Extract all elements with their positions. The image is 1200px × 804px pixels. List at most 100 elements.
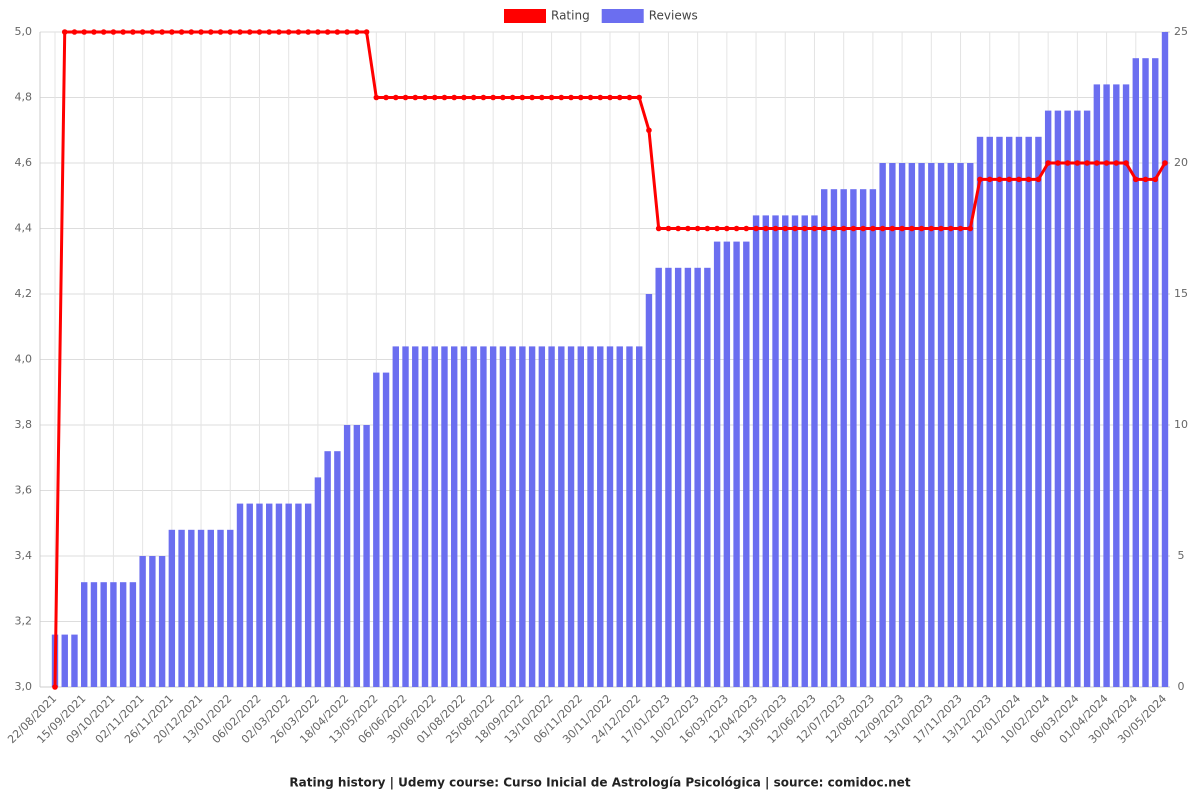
legend-swatch [601,9,644,23]
bar [558,346,565,687]
point [130,29,136,35]
point [821,225,828,232]
point [500,94,506,101]
legend-swatch [504,9,546,23]
bar [1093,84,1101,687]
point [276,29,282,35]
bar [918,163,925,687]
bar [762,215,769,687]
point [198,29,204,35]
bar [1025,136,1032,688]
bar [90,582,98,687]
bar [110,582,117,687]
point [616,94,623,101]
chart-title: Rating history | Udemy course: Curso Ini… [289,776,910,790]
point [568,94,574,101]
point [61,29,68,35]
bar [928,163,935,687]
point [1074,160,1081,166]
bar [743,241,750,687]
point [295,29,302,35]
bar [597,346,604,687]
bar [1152,58,1159,687]
point [996,176,1003,183]
bar [752,215,760,687]
bar [606,346,614,687]
point [1103,160,1110,166]
point [1113,160,1120,166]
point [1084,160,1090,166]
bar [207,529,214,687]
bar [733,241,740,687]
point [237,29,243,35]
bar [587,346,594,687]
point [558,94,565,101]
point [305,29,311,35]
point [315,29,321,35]
bar [772,215,779,687]
bar [431,346,438,687]
y-tick-label: 3,4 [15,549,33,562]
point [1162,160,1168,166]
point [733,225,740,232]
point [1025,176,1032,183]
point [967,225,974,232]
point [1123,160,1129,166]
bar [295,503,302,687]
bar [937,163,945,687]
bar [957,163,964,687]
y-tick-label: 4,4 [15,222,33,235]
bar [1035,136,1042,688]
bar [1161,32,1169,687]
bar [304,503,312,687]
point [860,225,866,232]
y-tick-label: 4,2 [15,287,33,300]
bar [655,267,662,687]
bar [850,189,857,687]
bar [1006,136,1013,688]
point [840,225,847,232]
point [548,94,555,101]
point [285,29,292,35]
point [207,29,214,35]
bar [674,267,682,687]
bar [353,425,361,687]
bar [528,346,536,687]
point [1006,176,1013,183]
bar [684,267,692,687]
bar [119,582,127,687]
point [889,225,896,232]
bar [149,556,156,687]
y-tick-label: 5,0 [15,25,33,38]
point [636,94,643,101]
bar [1054,110,1062,688]
bar [71,634,78,687]
point [685,225,691,232]
bar [158,556,166,687]
bar [324,451,331,687]
point [81,29,88,35]
point [665,225,672,232]
point [480,94,487,101]
bar [879,163,886,687]
bar [704,267,711,687]
bar [626,346,633,687]
bar [314,477,322,687]
point [957,225,964,232]
y2-tick-label: 5 [1178,549,1185,562]
bar [723,241,731,687]
bar [665,267,672,687]
bar [139,556,146,687]
bar [451,346,458,687]
y-tick-label: 3,6 [15,484,33,497]
bar [81,582,88,687]
bar [577,346,584,687]
point [879,225,886,232]
bar [616,346,623,687]
point [490,94,496,101]
point [188,29,195,35]
point [256,29,263,35]
bar [168,529,176,687]
point [324,29,331,35]
